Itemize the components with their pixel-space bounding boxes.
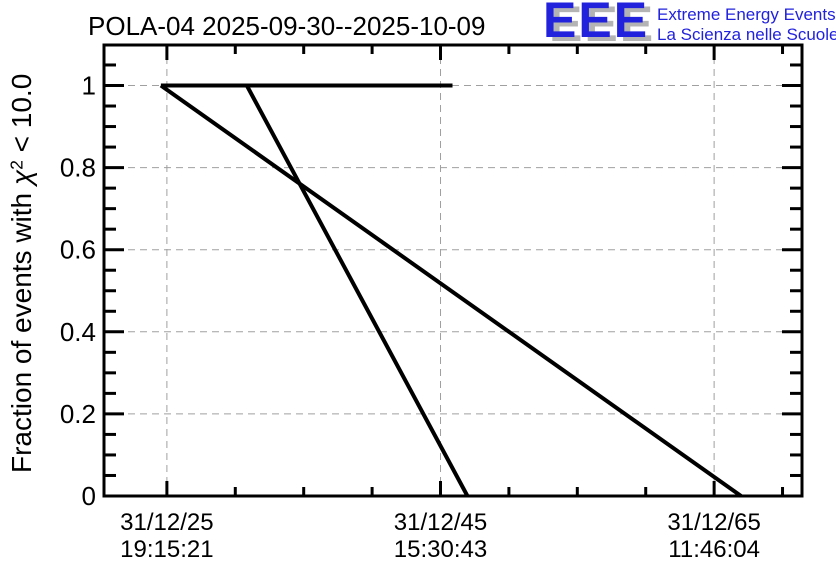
plot-frame [102, 43, 804, 498]
y-tick-label: 0.2 [60, 399, 96, 429]
eee-logo-acronym: EEE [543, 0, 650, 48]
x-tick-label-time: 11:46:04 [668, 536, 760, 563]
series-drop-steep [245, 84, 470, 497]
eee-logo-line2: La Scienza nelle Scuole [657, 25, 836, 44]
x-tick-label-date: 31/12/25 [120, 509, 213, 536]
eee-logo-text: Extreme Energy Events La Scienza nelle S… [657, 5, 836, 45]
y-tick-label: 0.4 [60, 317, 96, 347]
y-tick-label: 0.6 [60, 235, 96, 265]
eee-logo-line1: Extreme Energy Events [657, 5, 836, 24]
y-tick-label: 0 [82, 481, 96, 511]
series-drop-shallow [159, 83, 743, 498]
y-tick-label: 0.8 [60, 153, 96, 183]
x-tick-label-time: 19:15:21 [120, 536, 213, 563]
x-tick-label-date: 31/12/45 [394, 509, 487, 536]
x-tick-label-date: 31/12/65 [667, 509, 760, 536]
x-tick-label-time: 15:30:43 [394, 536, 487, 563]
y-tick-label: 1 [82, 71, 96, 101]
chart-title: POLA-04 2025-09-30--2025-10-09 [88, 11, 486, 41]
eee-logo: EEE Extreme Energy Events La Scienza nel… [543, 0, 836, 48]
